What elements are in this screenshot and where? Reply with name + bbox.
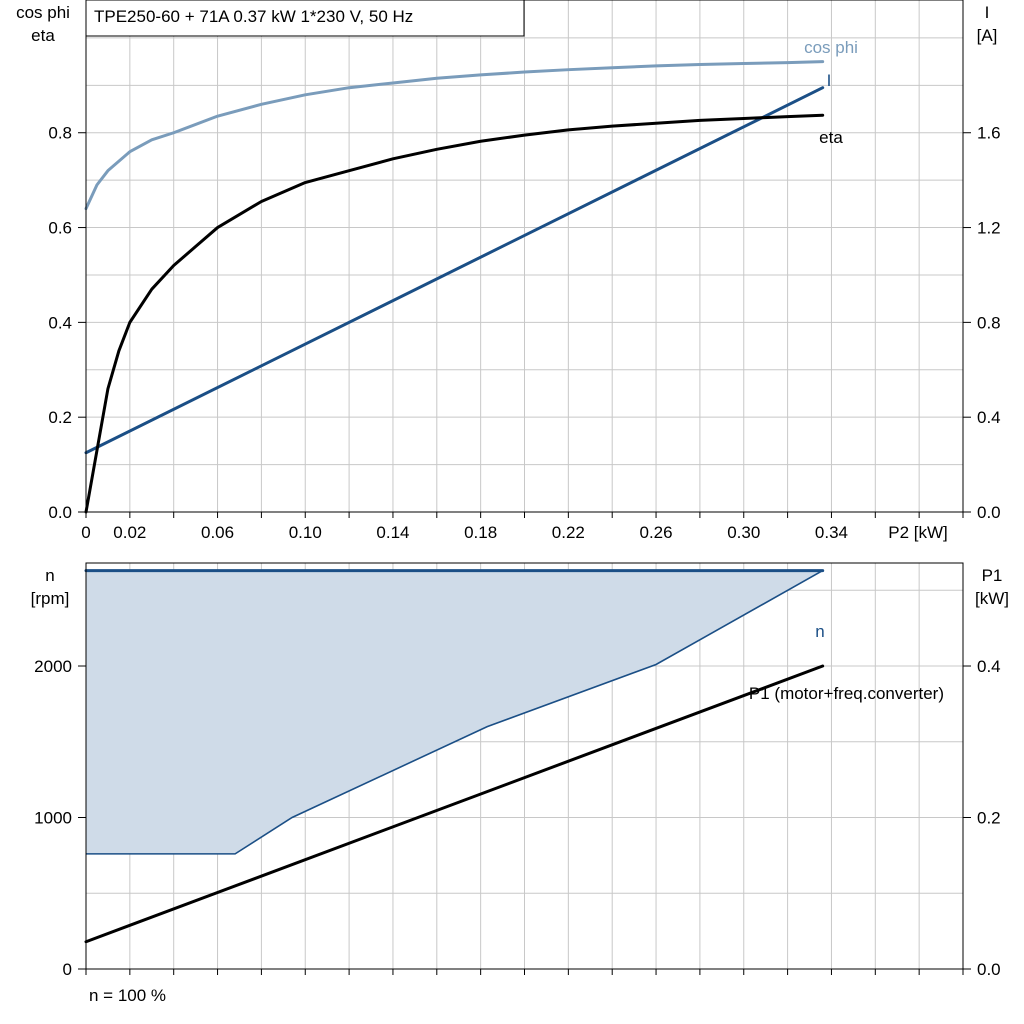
top-x-tick-label: 0.02 bbox=[113, 523, 146, 542]
bottom-left-tick-label: 2000 bbox=[34, 657, 72, 676]
top-x-tick-label: 0 bbox=[81, 523, 90, 542]
top-chart-series bbox=[84, 60, 825, 514]
bottom-speed-range-area bbox=[86, 570, 823, 854]
series-label-p1: P1 (motor+freq.converter) bbox=[749, 684, 944, 703]
top-left-axis-label-cosphi: cos phi bbox=[16, 3, 70, 22]
top-x-tick-label: 0.26 bbox=[640, 523, 673, 542]
series-label-speed: n bbox=[815, 622, 824, 641]
bottom-right-tick-label: 0.4 bbox=[977, 657, 1001, 676]
bottom-chart-ticks: 0 1000 2000 0.0 0.2 0.4 bbox=[34, 657, 1000, 979]
top-x-tick-label: 0.22 bbox=[552, 523, 585, 542]
top-chart-grid bbox=[86, 0, 963, 512]
top-x-tick-label: 0.18 bbox=[464, 523, 497, 542]
top-left-tick-label: 0.2 bbox=[48, 408, 72, 427]
top-x-axis-label: P2 [kW] bbox=[888, 523, 948, 542]
top-x-tick-label: 0.34 bbox=[815, 523, 848, 542]
series-label-cos-phi: cos phi bbox=[804, 38, 858, 57]
top-chart-ticks: 0.0 0.2 0.4 0.6 0.8 0.0 0.4 0.8 1.2 1.6 0 0.02 0.06 0… bbox=[48, 124, 1000, 542]
top-left-tick-label: 0.0 bbox=[48, 503, 72, 522]
bottom-right-tick-label: 0.0 bbox=[977, 960, 1001, 979]
top-series-line-2 bbox=[84, 113, 825, 514]
bottom-min-speed-line bbox=[86, 569, 824, 855]
top-right-axis-label-unit: [A] bbox=[977, 26, 998, 45]
top-x-tick-label: 0.30 bbox=[727, 523, 760, 542]
top-right-tick-label: 1.6 bbox=[977, 124, 1001, 143]
bottom-left-axis-label-unit: [rpm] bbox=[31, 589, 70, 608]
top-right-tick-label: 0.8 bbox=[977, 313, 1001, 332]
top-series-line-0 bbox=[84, 60, 825, 211]
top-right-tick-label: 0.4 bbox=[977, 408, 1001, 427]
bottom-left-axis-label-speed: n bbox=[45, 566, 54, 585]
bottom-right-tick-label: 0.2 bbox=[977, 809, 1001, 828]
series-label-current: I bbox=[827, 71, 832, 90]
top-right-tick-label: 0.0 bbox=[977, 503, 1001, 522]
top-series-line-1 bbox=[84, 86, 825, 455]
bottom-left-tick-label: 1000 bbox=[34, 809, 72, 828]
top-right-axis-label-current: I bbox=[985, 3, 990, 22]
top-left-tick-label: 0.8 bbox=[48, 124, 72, 143]
bottom-right-axis-label-power: P1 bbox=[982, 566, 1003, 585]
bottom-series-line-1 bbox=[84, 664, 825, 944]
bottom-chart-series bbox=[84, 569, 825, 944]
chart-title: TPE250-60 + 71A 0.37 kW 1*230 V, 50 Hz bbox=[94, 7, 413, 26]
top-x-tick-label: 0.06 bbox=[201, 523, 234, 542]
chart-title-box bbox=[85, 0, 525, 37]
series-label-eta: eta bbox=[819, 128, 843, 147]
bottom-right-axis-label-unit: [kW] bbox=[975, 589, 1009, 608]
top-left-tick-label: 0.6 bbox=[48, 219, 72, 238]
speed-footer-note: n = 100 % bbox=[89, 986, 166, 1005]
top-x-tick-label: 0.14 bbox=[376, 523, 409, 542]
top-right-tick-label: 1.2 bbox=[977, 219, 1001, 238]
top-left-axis-label-eta: eta bbox=[31, 26, 55, 45]
bottom-left-tick-label: 0 bbox=[63, 960, 72, 979]
top-left-tick-label: 0.4 bbox=[48, 313, 72, 332]
top-x-tick-label: 0.10 bbox=[289, 523, 322, 542]
